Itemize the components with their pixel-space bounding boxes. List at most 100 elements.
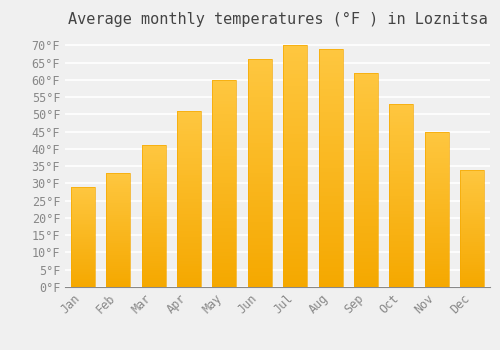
Bar: [318, 140, 342, 144]
Bar: [142, 209, 166, 211]
Bar: [106, 272, 130, 274]
Bar: [318, 243, 342, 247]
Bar: [425, 259, 449, 261]
Bar: [106, 270, 130, 272]
Bar: [425, 209, 449, 212]
Bar: [390, 247, 413, 250]
Bar: [142, 271, 166, 273]
Bar: [354, 141, 378, 144]
Bar: [460, 285, 484, 287]
Bar: [70, 190, 94, 192]
Bar: [354, 187, 378, 191]
Bar: [248, 120, 272, 124]
Bar: [248, 124, 272, 127]
Bar: [106, 255, 130, 257]
Bar: [318, 112, 342, 116]
Bar: [70, 252, 94, 254]
Bar: [142, 160, 166, 162]
Bar: [212, 121, 236, 125]
Bar: [248, 249, 272, 253]
Bar: [248, 196, 272, 200]
Bar: [425, 253, 449, 256]
Bar: [425, 248, 449, 251]
Bar: [390, 235, 413, 238]
Bar: [390, 138, 413, 141]
Bar: [177, 120, 201, 123]
Bar: [354, 269, 378, 273]
Bar: [425, 168, 449, 170]
Bar: [177, 196, 201, 199]
Bar: [70, 275, 94, 277]
Bar: [354, 102, 378, 105]
Bar: [425, 152, 449, 155]
Bar: [70, 255, 94, 257]
Bar: [248, 86, 272, 90]
Bar: [212, 232, 236, 235]
Bar: [283, 158, 307, 162]
Bar: [425, 147, 449, 150]
Bar: [460, 248, 484, 250]
Bar: [70, 209, 94, 210]
Bar: [460, 234, 484, 236]
Bar: [106, 260, 130, 262]
Bar: [212, 139, 236, 142]
Bar: [318, 208, 342, 211]
Bar: [177, 175, 201, 178]
Bar: [318, 279, 342, 283]
Bar: [177, 152, 201, 155]
Bar: [460, 252, 484, 254]
Bar: [212, 149, 236, 152]
Bar: [106, 241, 130, 243]
Bar: [106, 173, 130, 175]
Bar: [283, 150, 307, 154]
Bar: [460, 183, 484, 185]
Bar: [390, 104, 413, 107]
Bar: [390, 208, 413, 211]
Bar: [425, 246, 449, 248]
Bar: [283, 98, 307, 102]
Bar: [212, 280, 236, 284]
Bar: [460, 256, 484, 258]
Bar: [177, 164, 201, 167]
Bar: [70, 195, 94, 197]
Bar: [212, 125, 236, 128]
Bar: [248, 59, 272, 287]
Bar: [425, 178, 449, 181]
Bar: [177, 249, 201, 252]
Bar: [425, 170, 449, 173]
Bar: [248, 272, 272, 275]
Bar: [142, 157, 166, 160]
Bar: [142, 181, 166, 183]
Bar: [354, 134, 378, 137]
Bar: [177, 173, 201, 175]
Bar: [142, 155, 166, 157]
Bar: [212, 83, 236, 87]
Bar: [70, 267, 94, 269]
Bar: [460, 273, 484, 275]
Bar: [142, 216, 166, 219]
Bar: [318, 148, 342, 152]
Bar: [390, 156, 413, 159]
Bar: [354, 244, 378, 248]
Bar: [354, 209, 378, 212]
Bar: [460, 228, 484, 230]
Bar: [106, 247, 130, 249]
Bar: [283, 110, 307, 114]
Bar: [106, 203, 130, 205]
Bar: [460, 254, 484, 256]
Bar: [460, 226, 484, 228]
Bar: [318, 100, 342, 104]
Bar: [248, 238, 272, 241]
Bar: [354, 198, 378, 201]
Bar: [390, 122, 413, 125]
Bar: [354, 223, 378, 226]
Bar: [283, 118, 307, 122]
Bar: [142, 150, 166, 153]
Bar: [106, 173, 130, 287]
Bar: [177, 143, 201, 146]
Bar: [460, 213, 484, 215]
Bar: [212, 114, 236, 118]
Bar: [248, 158, 272, 162]
Bar: [70, 204, 94, 205]
Bar: [142, 178, 166, 181]
